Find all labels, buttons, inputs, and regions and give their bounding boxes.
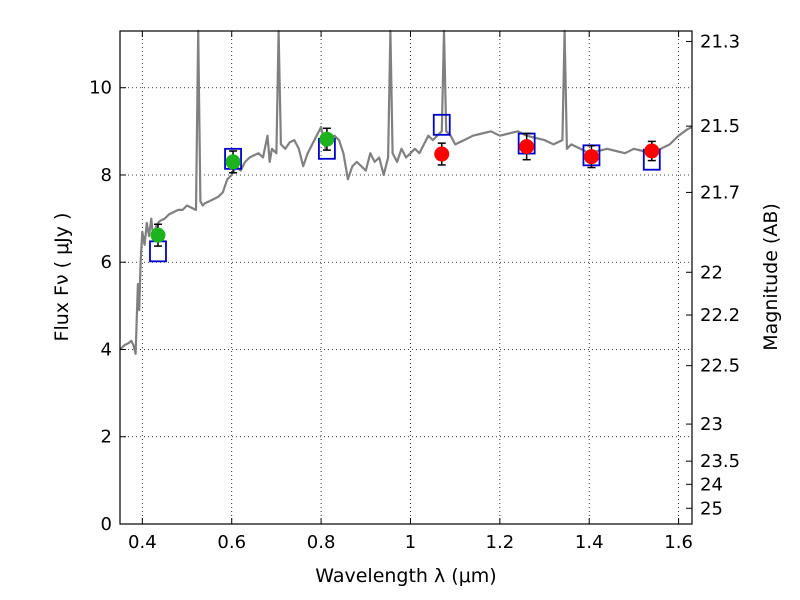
green-point: [319, 131, 335, 147]
grid-lines: [120, 31, 692, 525]
green-point: [225, 154, 241, 170]
green-point: [150, 227, 166, 243]
red-point: [583, 149, 599, 165]
x-tick-label: 0.4: [128, 532, 157, 553]
y-tick-label: 2: [101, 427, 112, 448]
y-tick-label: 8: [101, 165, 112, 186]
x-tick-label: 1.4: [575, 532, 604, 553]
y2-tick-label: 23: [700, 414, 723, 435]
x-tick-label: 1: [405, 532, 416, 553]
spectrum-layer: [119, 29, 693, 355]
y-tick-label: 6: [101, 252, 112, 273]
x-axis-label: Wavelength λ (μm): [315, 565, 496, 587]
y-tick-labels: 0 2 4 6 8 10: [89, 78, 112, 535]
axis-ticks: [120, 31, 692, 525]
plot-frame: [119, 30, 693, 525]
y-axis-label: Flux Fν ( μJy ): [51, 213, 73, 342]
red-point: [644, 143, 660, 159]
y2-tick-label: 22.2: [700, 305, 740, 326]
y2-tick-label: 21.7: [700, 182, 740, 203]
y-tick-label: 0: [101, 514, 112, 535]
x-tick-label: 1.6: [664, 532, 693, 553]
x-tick-label: 0.8: [307, 532, 336, 553]
x-tick-label: 1.2: [486, 532, 515, 553]
model-box: [432, 113, 451, 136]
y2-axis-label: Magnitude (AB): [760, 203, 782, 351]
y2-tick-labels: 21.3 21.5 21.7 22 22.2 22.5 23 23.524 25: [700, 31, 740, 519]
y2-tick-label: 22.5: [700, 356, 740, 377]
model-photometry-boxes: [149, 113, 661, 263]
y2-tick-label: 21.5: [700, 116, 740, 137]
spectrum-line: [119, 29, 693, 355]
photometry-points: [150, 127, 660, 247]
y-tick-label: 4: [101, 339, 112, 360]
y2-tick-label: 23.5: [700, 451, 740, 472]
red-point: [519, 139, 535, 155]
y2-tick-label: 22: [700, 262, 723, 283]
y2-tick-label: 25: [700, 498, 723, 519]
y-tick-label: 10: [89, 78, 112, 99]
y2-tick-label: 21.3: [700, 31, 740, 52]
x-tick-label: 0.6: [217, 532, 246, 553]
y2-tick-label: 24: [700, 474, 723, 495]
x-tick-labels: 0.4 0.6 0.8 1 1.2 1.4 1.6: [128, 532, 693, 553]
red-point: [434, 146, 450, 162]
